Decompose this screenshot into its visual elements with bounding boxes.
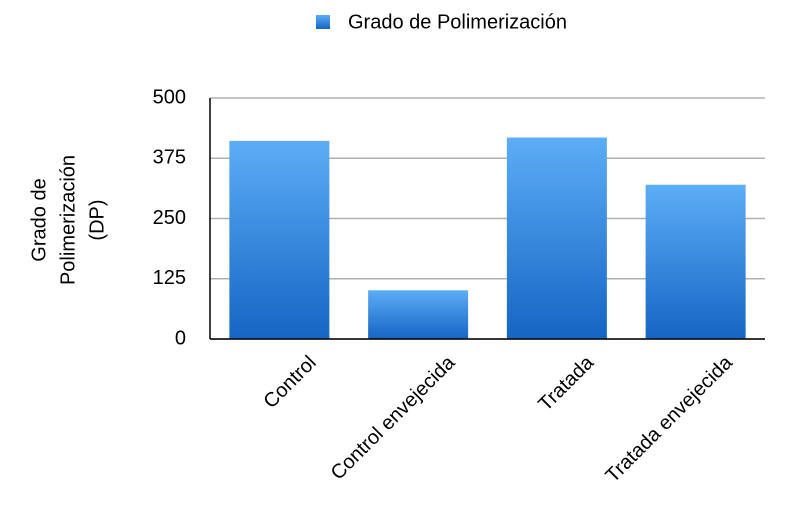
x-tick-label: Control envejecida: [327, 351, 460, 484]
y-tick-label: 125: [153, 267, 186, 289]
legend-label: Grado de Polimerización: [348, 11, 567, 33]
y-tick-label: 250: [153, 207, 186, 229]
y-axis-label: Polimerización: [57, 155, 79, 285]
y-tick-label: 500: [153, 86, 186, 108]
x-tick-label: Tratada: [534, 351, 598, 415]
x-tick-label: Control: [259, 352, 320, 413]
legend-swatch: [316, 15, 330, 29]
y-tick-label: 375: [153, 147, 186, 169]
bar: [229, 140, 330, 339]
bar: [506, 137, 607, 339]
x-tick-label: Tratada envejecida: [602, 351, 738, 487]
y-axis-label: Grado de: [28, 178, 50, 261]
bar: [645, 184, 746, 339]
bar: [368, 290, 469, 339]
y-tick-label: 0: [175, 327, 186, 349]
y-axis-label: (DP): [86, 199, 108, 240]
